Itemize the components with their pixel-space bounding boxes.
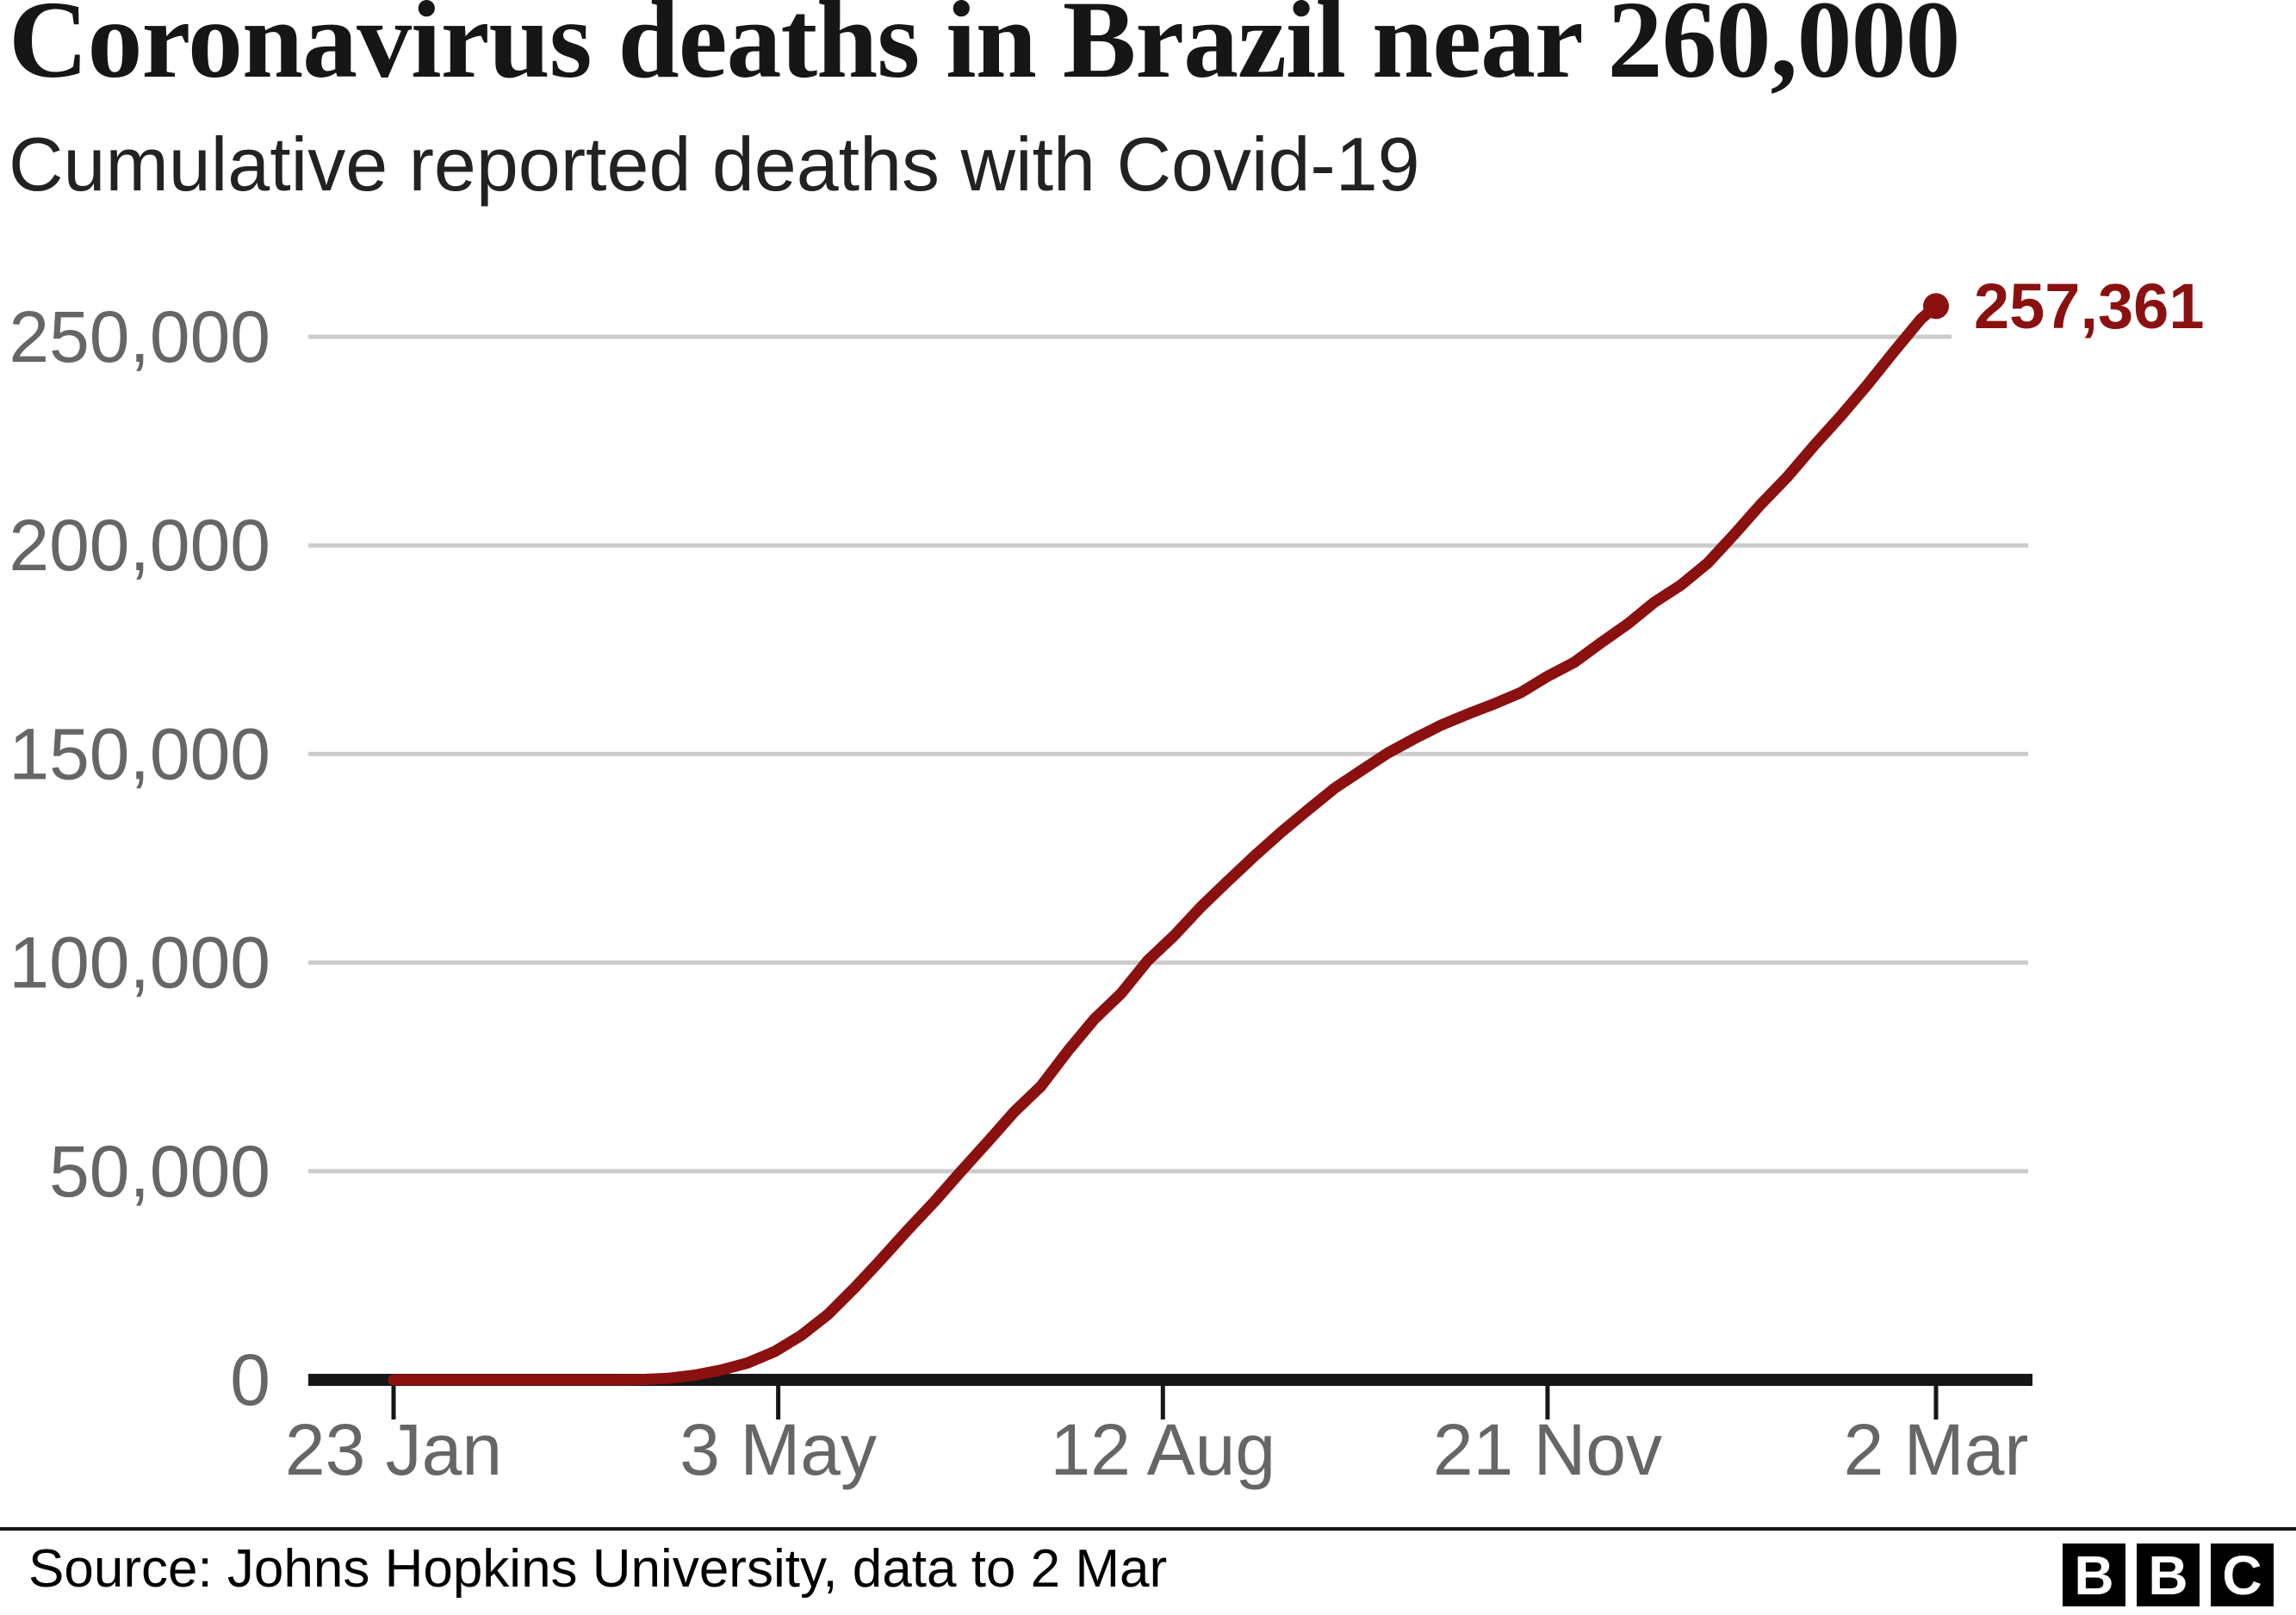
x-axis-tick-label: 12 Aug <box>1050 1409 1275 1490</box>
y-axis-tick-label: 200,000 <box>9 505 270 586</box>
page-title: Coronavirus deaths in Brazil near 260,00… <box>9 0 1960 101</box>
bbc-logo-letter: B <box>2074 1544 2114 1606</box>
x-axis-tick-label: 2 Mar <box>1844 1409 2029 1490</box>
footer-divider <box>0 1527 2296 1531</box>
bbc-logo-letter: C <box>2222 1544 2262 1606</box>
bbc-logo-letter: B <box>2148 1544 2188 1606</box>
x-axis-tick-label: 3 May <box>679 1409 877 1490</box>
bbc-logo-block: B <box>2137 1544 2200 1606</box>
end-point-dot <box>1923 293 1949 320</box>
end-value-label: 257,361 <box>1974 270 2205 342</box>
bbc-logo-block: B <box>2063 1544 2125 1606</box>
y-axis-tick-label: 100,000 <box>9 922 270 1003</box>
deaths-line <box>388 300 1942 1386</box>
end-label-backdrop <box>1952 274 2206 340</box>
x-axis-tick-label: 21 Nov <box>1433 1409 1662 1490</box>
y-axis-tick-label: 50,000 <box>49 1131 270 1212</box>
chart-subtitle: Cumulative reported deaths with Covid-19 <box>9 121 1420 207</box>
bbc-logo-block: C <box>2211 1544 2274 1606</box>
y-axis-tick-label: 150,000 <box>9 713 270 794</box>
source-attribution: Source: Johns Hopkins University, data t… <box>28 1539 1168 1599</box>
x-axis-tick-label: 23 Jan <box>285 1409 502 1490</box>
bbc-logo: B B C <box>2063 1544 2274 1606</box>
y-axis-tick-label: 250,000 <box>9 296 270 377</box>
y-axis-tick-label: 0 <box>230 1339 270 1420</box>
